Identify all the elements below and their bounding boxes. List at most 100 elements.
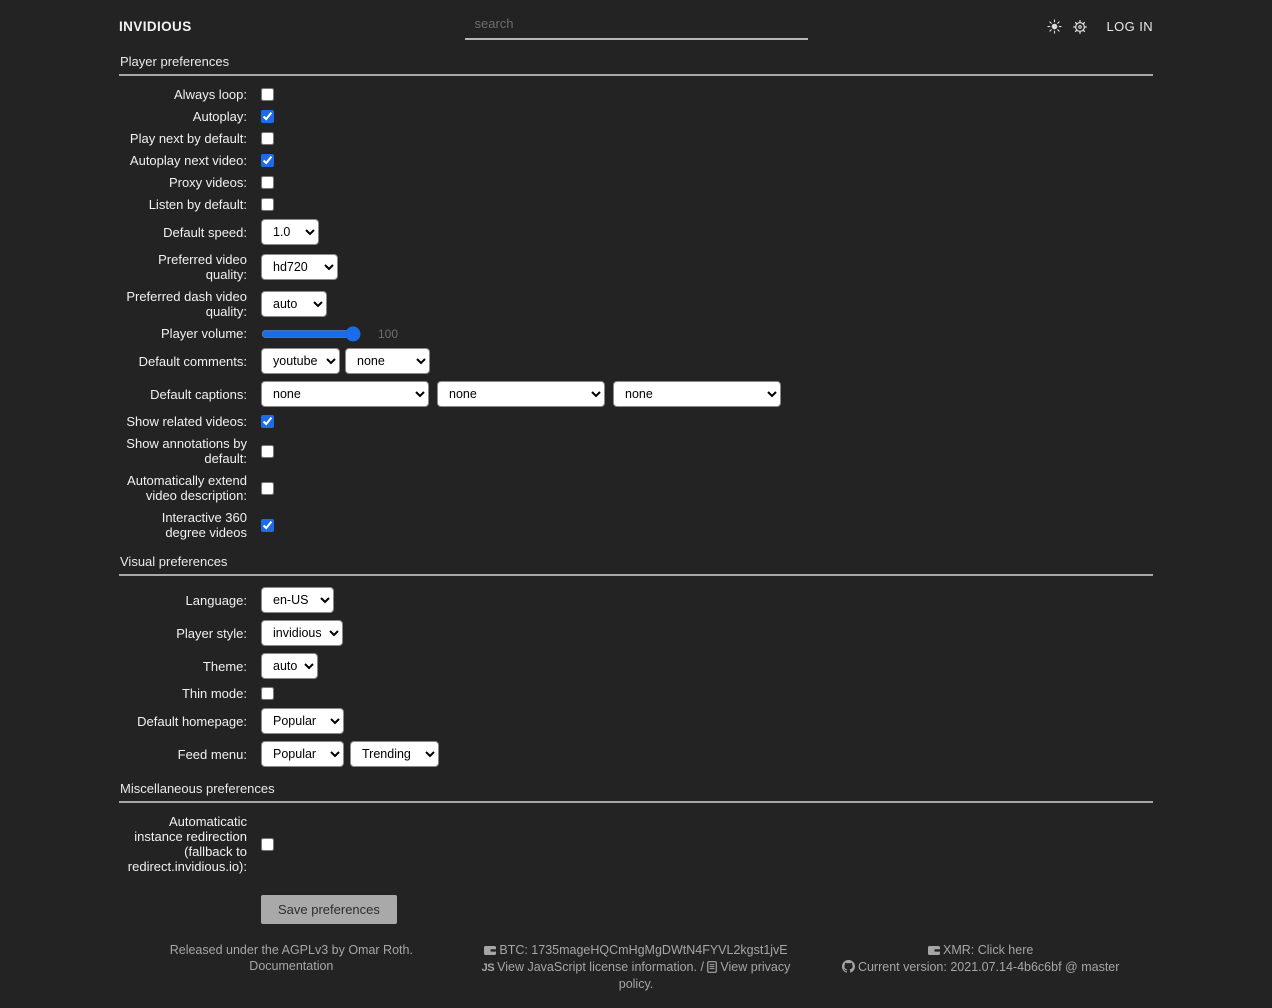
comments-source-1-select[interactable]: youtube [261, 348, 340, 374]
github-icon [841, 960, 855, 976]
comments-source-2-select[interactable]: none [345, 348, 430, 374]
version-commit-link[interactable]: 2021.07.14-4b6c6bf [950, 960, 1062, 974]
proxy-videos-label: Proxy videos: [168, 175, 247, 190]
video-quality-label: Preferred video quality: [158, 252, 247, 282]
pref-row-player-volume: Player volume: 100 [119, 326, 1153, 341]
wallet-icon [484, 943, 497, 959]
theme-label: Theme: [202, 658, 247, 674]
pref-row-homepage: Default homepage: Popular [119, 708, 1153, 734]
login-link[interactable]: LOG IN [1106, 19, 1153, 34]
listen-default-checkbox[interactable] [261, 198, 274, 211]
pref-row-always-loop: Always loop: [119, 87, 1153, 102]
released-by-text: by [328, 943, 349, 957]
player-volume-value: 100 [378, 326, 399, 341]
pref-row-related-videos: Show related videos: [119, 414, 1153, 429]
document-icon [707, 960, 718, 976]
js-license-link[interactable]: View JavaScript license information. [497, 960, 697, 974]
released-suffix-text: . [409, 943, 413, 957]
search-container [464, 13, 808, 40]
dash-quality-select[interactable]: auto [261, 291, 327, 317]
privacy-policy-link[interactable]: View privacy policy. [618, 960, 791, 991]
save-preferences-button[interactable]: Save preferences [261, 895, 397, 924]
instance-redirect-checkbox[interactable] [261, 837, 274, 851]
captions-1-select[interactable]: none [261, 381, 429, 407]
play-next-checkbox[interactable] [261, 132, 274, 145]
instance-redirect-label: Automaticatic instance redirection (fall… [127, 814, 247, 874]
footer-separator: / [697, 960, 708, 974]
captions-2-select[interactable]: none [437, 381, 605, 407]
player-style-label: Player style: [176, 625, 247, 641]
javascript-icon: JS [481, 962, 495, 974]
default-speed-select[interactable]: 1.0 [261, 219, 319, 245]
always-loop-checkbox[interactable] [261, 88, 274, 101]
annotations-checkbox[interactable] [261, 444, 274, 458]
theme-toggle-sun-icon[interactable] [1046, 19, 1062, 34]
pref-row-video-quality: Preferred video quality: hd720 [119, 252, 1153, 282]
pref-row-thin-mode: Thin mode: [119, 686, 1153, 701]
extend-description-label: Automatically extend video description: [127, 473, 247, 503]
player-volume-label: Player volume: [161, 326, 247, 341]
released-text: Released under the [169, 943, 282, 957]
pref-row-feed-menu: Feed menu: Popular Trending [119, 741, 1153, 767]
default-captions-label: Default captions: [150, 386, 247, 402]
autoplay-checkbox[interactable] [261, 110, 274, 123]
language-select[interactable]: en-US [261, 587, 334, 613]
pref-row-autoplay-next: Autoplay next video: [119, 153, 1153, 168]
feed-menu-label: Feed menu: [177, 746, 247, 762]
pref-row-360-videos: Interactive 360 degree videos [119, 510, 1153, 540]
autoplay-next-checkbox[interactable] [261, 154, 274, 167]
pref-row-autoplay: Autoplay: [119, 109, 1153, 124]
related-videos-label: Show related videos: [126, 414, 247, 429]
always-loop-label: Always loop: [174, 87, 247, 102]
brand-link[interactable]: INVIDIOUS [119, 19, 192, 34]
pref-row-instance-redirect: Automaticatic instance redirection (fall… [119, 814, 1153, 874]
thin-mode-checkbox[interactable] [261, 687, 274, 700]
default-speed-label: Default speed: [163, 224, 247, 240]
documentation-link[interactable]: Documentation [249, 959, 334, 973]
video-quality-select[interactable]: hd720 [261, 254, 338, 280]
related-videos-checkbox[interactable] [261, 415, 274, 428]
annotations-label: Show annotations by default: [126, 436, 247, 466]
player-volume-slider[interactable] [261, 327, 361, 341]
agpl-license-link[interactable]: AGPLv3 [281, 943, 329, 957]
theme-select[interactable]: auto [261, 653, 318, 679]
thin-mode-label: Thin mode: [181, 686, 247, 701]
section-title-visual: Visual preferences [119, 554, 1153, 576]
branch-link[interactable]: master [1081, 960, 1120, 974]
pref-row-listen-default: Listen by default: [119, 197, 1153, 212]
pref-row-theme: Theme: auto [119, 653, 1153, 679]
listen-default-label: Listen by default: [148, 197, 247, 212]
footer-version-column: XMR: Click here Current version: 2021.07… [808, 942, 1153, 992]
version-at-text: @ [1061, 960, 1082, 974]
search-input[interactable] [464, 13, 808, 40]
pref-row-language: Language: en-US [119, 587, 1153, 613]
footer-license-column: Released under the AGPLv3 by Omar Roth. … [119, 942, 464, 992]
extend-description-checkbox[interactable] [261, 481, 274, 495]
wallet-icon [928, 943, 941, 959]
interactive-360-checkbox[interactable] [261, 518, 274, 532]
language-label: Language: [185, 592, 247, 608]
homepage-label: Default homepage: [137, 713, 247, 729]
feed-menu-1-select[interactable]: Popular [261, 741, 344, 767]
interactive-360-label: Interactive 360 degree videos [161, 510, 247, 540]
pref-row-dash-quality: Preferred dash video quality: auto [119, 289, 1153, 319]
page-footer: Released under the AGPLv3 by Omar Roth. … [119, 942, 1153, 992]
player-style-select[interactable]: invidious [261, 620, 343, 646]
captions-3-select[interactable]: none [613, 381, 781, 407]
author-link[interactable]: Omar Roth [348, 943, 410, 957]
pref-row-proxy-videos: Proxy videos: [119, 175, 1153, 190]
top-navbar: INVIDIOUS LOG IN [0, 0, 1272, 40]
feed-menu-2-select[interactable]: Trending [350, 741, 439, 767]
pref-row-annotations: Show annotations by default: [119, 436, 1153, 466]
section-title-player: Player preferences [119, 54, 1153, 76]
xmr-click-here-link[interactable]: Click here [977, 943, 1034, 957]
pref-row-default-comments: Default comments: youtube none [119, 348, 1153, 374]
pref-row-default-captions: Default captions: none none none [119, 381, 1153, 407]
homepage-select[interactable]: Popular [261, 708, 344, 734]
pref-row-play-next: Play next by default: [119, 131, 1153, 146]
section-title-misc: Miscellaneous preferences [119, 781, 1153, 803]
preferences-gear-icon[interactable] [1072, 19, 1087, 34]
proxy-videos-checkbox[interactable] [261, 176, 274, 189]
xmr-text: XMR: [943, 943, 978, 957]
